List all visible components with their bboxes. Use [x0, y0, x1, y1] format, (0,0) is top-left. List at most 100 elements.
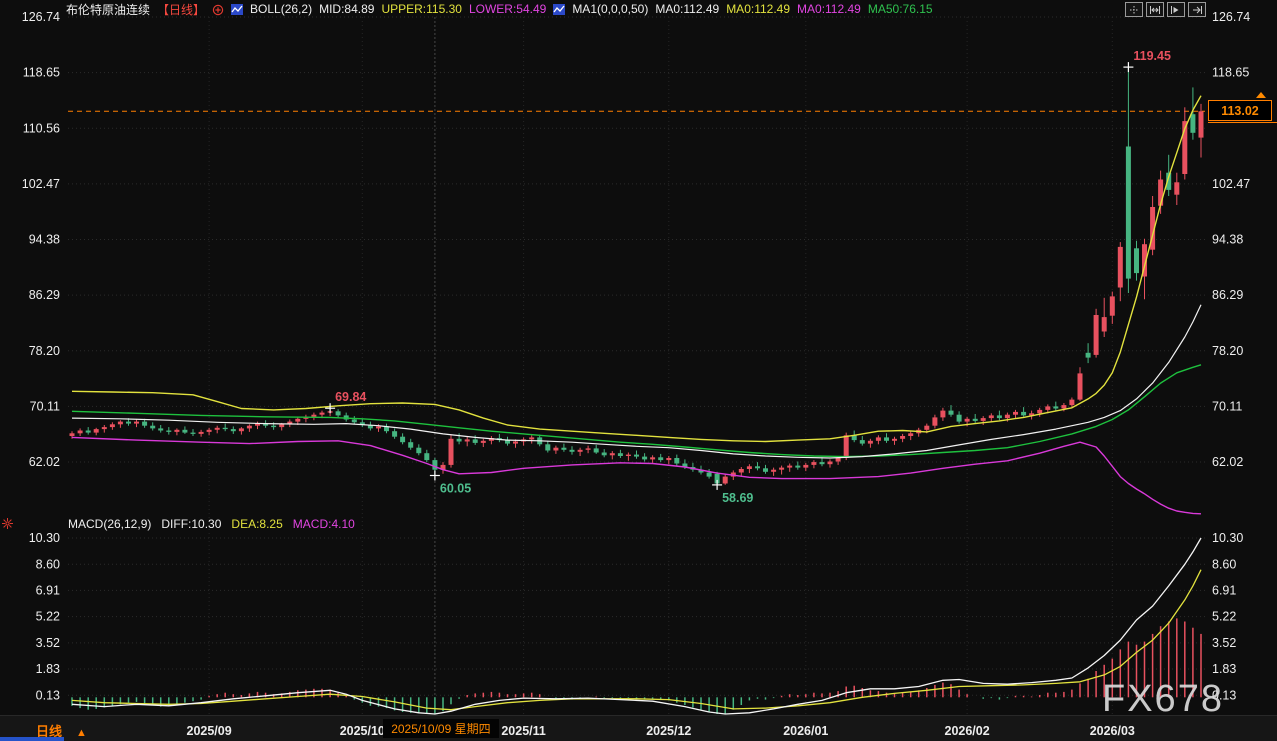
candle-body[interactable]	[142, 421, 148, 426]
candle-body[interactable]	[1117, 246, 1123, 288]
period-tag[interactable]: 【日线】	[157, 2, 206, 17]
candle-body[interactable]	[77, 430, 83, 434]
candle-body[interactable]	[964, 418, 970, 422]
candle-body[interactable]	[763, 468, 768, 472]
candle-body[interactable]	[311, 414, 317, 417]
candle-body[interactable]	[376, 426, 381, 429]
boll-indicator-icon[interactable]	[231, 3, 244, 15]
candle-body[interactable]	[609, 453, 615, 456]
candle-body[interactable]	[287, 421, 293, 425]
candle-body[interactable]	[1069, 399, 1075, 406]
candle-body[interactable]	[722, 476, 728, 484]
candle-body[interactable]	[150, 425, 156, 429]
candle-body[interactable]	[214, 427, 220, 430]
candle-body[interactable]	[367, 425, 373, 429]
candle-body[interactable]	[859, 440, 865, 444]
candle-body[interactable]	[190, 432, 196, 434]
candle-body[interactable]	[319, 412, 325, 415]
candle-body[interactable]	[440, 464, 446, 470]
candle-body[interactable]	[779, 467, 785, 470]
candle-body[interactable]	[384, 426, 389, 432]
candle-body[interactable]	[827, 461, 833, 465]
candle-body[interactable]	[698, 469, 704, 473]
candle-body[interactable]	[255, 423, 260, 426]
candle-body[interactable]	[650, 457, 656, 460]
candle-body[interactable]	[634, 454, 639, 457]
candle-body[interactable]	[230, 429, 236, 432]
candle-body[interactable]	[198, 431, 204, 434]
candle-body[interactable]	[1085, 352, 1091, 358]
candle-body[interactable]	[1109, 296, 1115, 316]
candle-body[interactable]	[996, 415, 1002, 419]
candle-body[interactable]	[601, 452, 607, 456]
candle-body[interactable]	[117, 421, 123, 425]
candle-body[interactable]	[182, 429, 188, 433]
candle-body[interactable]	[835, 458, 841, 462]
candle-body[interactable]	[803, 464, 809, 468]
candle-body[interactable]	[488, 438, 494, 441]
candle-body[interactable]	[263, 423, 269, 426]
candle-body[interactable]	[1182, 121, 1188, 174]
candle-body[interactable]	[545, 444, 551, 451]
candle-body[interactable]	[755, 466, 760, 469]
candle-body[interactable]	[948, 410, 954, 415]
candle-body[interactable]	[416, 447, 422, 454]
candle-body[interactable]	[295, 418, 301, 422]
candle-body[interactable]	[222, 427, 228, 430]
fit-range-icon[interactable]	[1146, 2, 1164, 17]
candle-body[interactable]	[875, 437, 881, 441]
candle-body[interactable]	[1198, 111, 1204, 138]
candle-body[interactable]	[464, 439, 470, 442]
candle-body[interactable]	[1174, 182, 1180, 195]
candle-body[interactable]	[561, 447, 567, 450]
candle-body[interactable]	[585, 448, 591, 450]
candle-body[interactable]	[706, 472, 712, 477]
candle-body[interactable]	[335, 411, 341, 416]
crosshair-tool-icon[interactable]	[1125, 2, 1143, 17]
add-indicator-icon[interactable]	[212, 4, 224, 15]
ma-indicator-icon[interactable]	[553, 3, 566, 15]
candle-body[interactable]	[351, 419, 357, 423]
candle-body[interactable]	[617, 453, 623, 456]
candle-body[interactable]	[238, 428, 244, 432]
candle-body[interactable]	[69, 433, 75, 436]
candle-body[interactable]	[400, 436, 406, 443]
candle-body[interactable]	[642, 456, 648, 460]
candle-body[interactable]	[166, 430, 172, 432]
candle-body[interactable]	[1077, 373, 1083, 400]
candle-body[interactable]	[432, 460, 438, 470]
period-dropdown-arrow-icon[interactable]: ▲	[76, 727, 87, 739]
candle-body[interactable]	[505, 440, 510, 444]
candle-body[interactable]	[1013, 411, 1018, 415]
candle-body[interactable]	[553, 447, 559, 451]
candle-body[interactable]	[448, 438, 454, 465]
candle-body[interactable]	[658, 457, 664, 461]
candle-body[interactable]	[392, 431, 398, 437]
candle-body[interactable]	[271, 425, 277, 428]
candle-body[interactable]	[771, 469, 777, 472]
candle-body[interactable]	[956, 414, 962, 422]
candle-body[interactable]	[1166, 172, 1172, 190]
candle-body[interactable]	[134, 421, 139, 424]
candle-body[interactable]	[109, 424, 115, 428]
candle-body[interactable]	[569, 449, 575, 452]
candle-body[interactable]	[1004, 414, 1010, 419]
candle-body[interactable]	[746, 466, 752, 469]
candle-body[interactable]	[972, 418, 978, 421]
candle-body[interactable]	[85, 430, 91, 433]
candle-body[interactable]	[1061, 405, 1067, 409]
candle-body[interactable]	[932, 417, 938, 426]
candle-body[interactable]	[513, 441, 518, 444]
candle-body[interactable]	[811, 462, 817, 465]
candle-body[interactable]	[738, 469, 744, 473]
goto-latest-icon[interactable]	[1188, 2, 1206, 17]
candle-body[interactable]	[126, 421, 131, 424]
candle-body[interactable]	[206, 429, 212, 432]
candle-body[interactable]	[577, 449, 583, 452]
candle-body[interactable]	[1029, 413, 1035, 416]
candle-body[interactable]	[1021, 411, 1027, 416]
candle-body[interactable]	[1150, 207, 1156, 250]
period-tab-daily[interactable]: 日线 ▲	[36, 724, 87, 739]
candle-body[interactable]	[174, 429, 180, 432]
candle-body[interactable]	[795, 465, 801, 468]
